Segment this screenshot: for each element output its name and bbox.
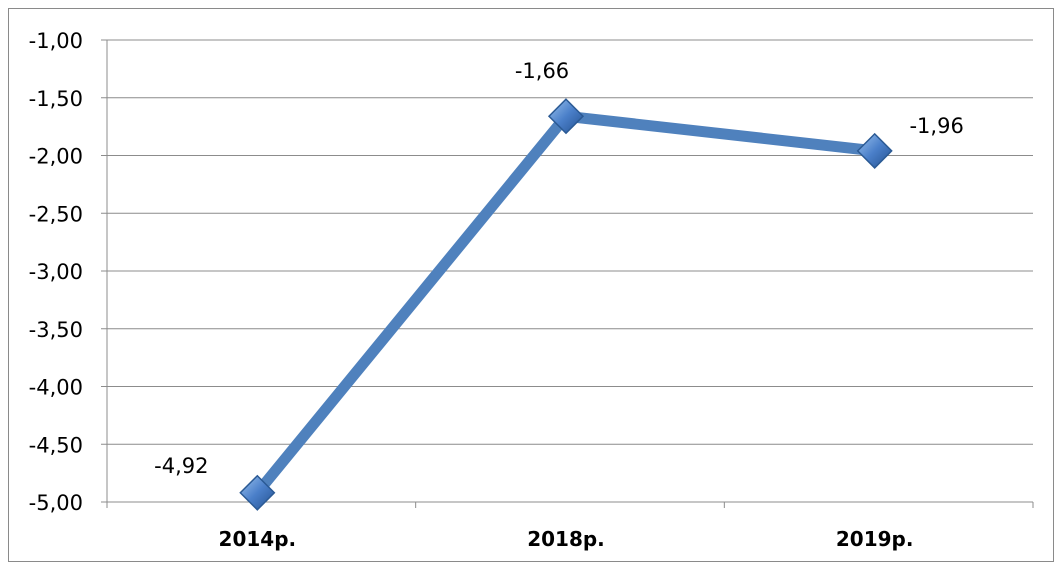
data-point-marker: [856, 132, 893, 169]
y-tick-label: -2,50: [29, 202, 83, 226]
y-tick-label: -1,00: [29, 29, 83, 53]
x-category-label: 2019р.: [836, 527, 914, 551]
data-label: -1,96: [909, 114, 963, 138]
chart-frame: [8, 8, 1054, 562]
series-line: [251, 110, 881, 499]
y-tick-label: -4,50: [29, 433, 83, 457]
y-tick-label: -4,00: [29, 376, 83, 400]
x-axis: 2014р. 2018р. 2019р.: [106, 502, 1034, 551]
data-label: -1,66: [515, 59, 569, 83]
x-category-label: 2018р.: [527, 527, 605, 551]
series: [239, 98, 893, 511]
y-tick-label: -2,00: [29, 145, 83, 169]
y-axis: -1,00 -1,50 -2,00 -2,50 -3,00 -3,50 -4,00 -4,50…: [29, 29, 108, 515]
y-tick-label: -1,50: [29, 87, 83, 111]
data-label: -4,92: [154, 454, 208, 478]
y-tick-label: -3,00: [29, 260, 83, 284]
x-category-label: 2014р.: [219, 527, 297, 551]
data-point-marker: [239, 474, 276, 511]
data-labels: -4,92 -1,66 -1,96: [154, 59, 964, 478]
y-tick-label: -3,50: [29, 318, 83, 342]
data-point-marker: [547, 98, 585, 135]
y-tick-label: -5,00: [29, 491, 83, 515]
